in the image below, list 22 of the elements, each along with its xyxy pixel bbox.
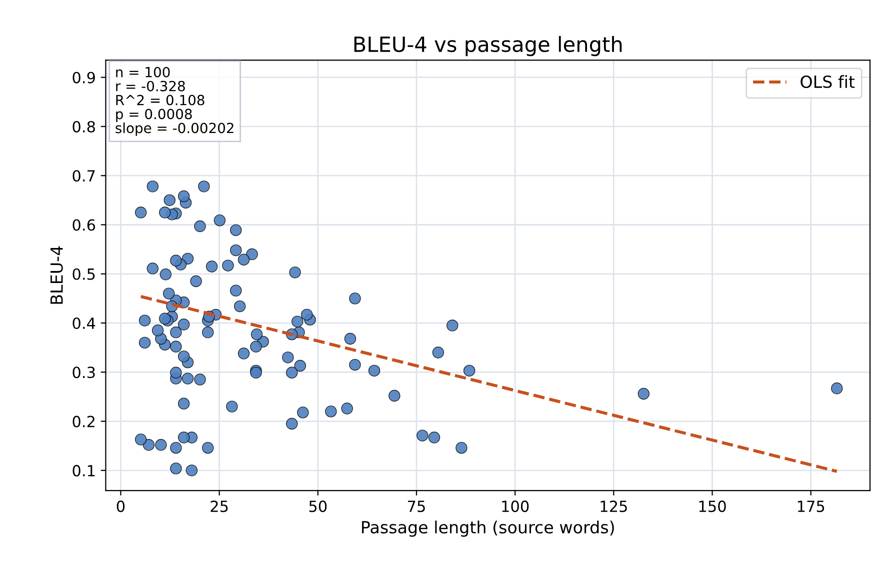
x-tick-label: 125	[600, 500, 627, 512]
y-tick-label: 0.1	[72, 464, 95, 476]
y-axis-title: BLEU-4	[50, 246, 63, 304]
x-tick-label: 75	[408, 500, 425, 512]
y-tick-label: 0.7	[72, 170, 95, 182]
x-tick-label: 25	[210, 500, 228, 512]
x-tick-label: 50	[309, 500, 327, 512]
x-tick-label: 175	[798, 500, 824, 512]
y-tick-label: 0.6	[72, 219, 96, 231]
y-tick-label: 0.4	[72, 317, 96, 330]
x-tick-label: 100	[502, 500, 529, 512]
y-tick-label: 0.3	[72, 366, 95, 378]
x-tick-label: 150	[699, 500, 726, 512]
y-tick-label: 0.2	[72, 416, 94, 428]
annotation: n = 100 r = -0.328 R^2 = 0.108 p = 0.0008 slope = -0.00202	[116, 66, 234, 136]
chart-title: BLEU-4 vs passage length	[354, 36, 622, 56]
y-tick-label: 0.5	[72, 268, 95, 280]
y-tick-label: 0.9	[72, 72, 95, 84]
x-tick-label: 0	[116, 500, 125, 512]
legend-label: OLS fit	[800, 75, 855, 88]
x-axis-title: Passage length (source words)	[362, 520, 614, 537]
y-tick-label: 0.8	[72, 120, 95, 133]
